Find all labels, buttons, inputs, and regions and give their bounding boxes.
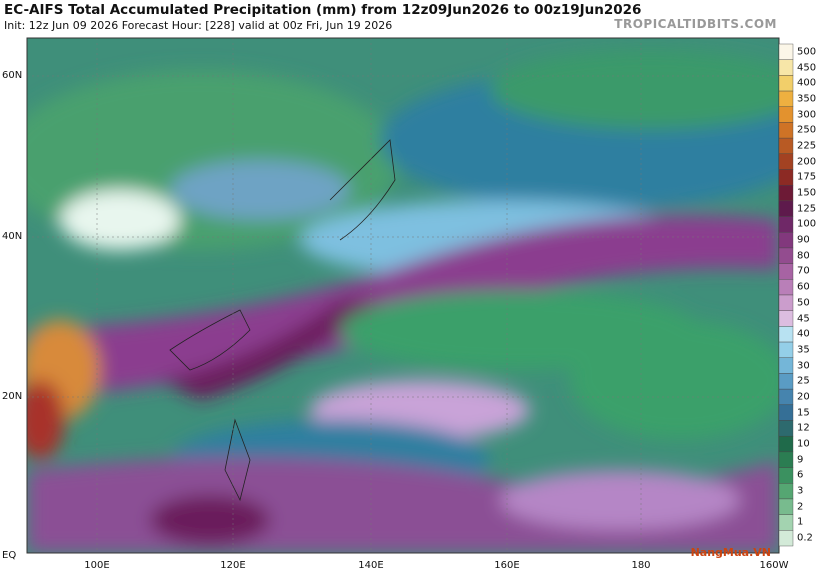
- lon-label: 180: [631, 560, 651, 571]
- colorbar-label: 350: [797, 93, 817, 105]
- colorbar-swatch: [778, 373, 794, 390]
- colorbar-swatch: [778, 294, 794, 311]
- colorbar-label: 200: [797, 156, 817, 168]
- colorbar-swatch: [778, 451, 794, 468]
- colorbar-swatch: [778, 341, 794, 358]
- colorbar-label: 80: [797, 250, 810, 262]
- colorbar-label: 1: [797, 516, 804, 528]
- colorbar-swatch: [778, 200, 794, 217]
- colorbar-swatch: [778, 404, 794, 421]
- colorbar-swatch: [778, 137, 794, 155]
- lon-label: 160W: [759, 560, 789, 571]
- lat-label: EQ: [2, 550, 17, 561]
- colorbar-label: 175: [797, 171, 817, 183]
- colorbar-swatch: [778, 216, 794, 233]
- colorbar-label: 2: [797, 501, 804, 513]
- colorbar-swatch: [778, 75, 794, 92]
- colorbar-label: 45: [797, 313, 810, 325]
- colorbar-label: 90: [797, 234, 810, 246]
- brand: TROPICALTIDBITS.COM: [614, 17, 777, 31]
- colorbar-label: 450: [797, 62, 817, 74]
- colorbar-swatch: [778, 184, 794, 202]
- colorbar-swatch: [778, 247, 794, 264]
- colorbar-label: 3: [797, 485, 804, 497]
- lat-label: 60N: [2, 70, 23, 81]
- colorbar-swatch: [778, 530, 794, 547]
- colorbar-swatch: [778, 232, 794, 249]
- colorbar-swatch: [778, 122, 794, 139]
- colorbar-label: 60: [797, 281, 810, 293]
- colorbar-swatch: [778, 310, 794, 327]
- colorbar-label: 100: [797, 218, 817, 230]
- colorbar-swatch: [778, 467, 794, 484]
- colorbar-swatch: [778, 435, 794, 453]
- colorbar-swatch: [778, 106, 794, 123]
- lon-label: 160E: [494, 560, 520, 571]
- lon-label: 140E: [358, 560, 384, 571]
- colorbar-label: 25: [797, 375, 810, 387]
- colorbar-label: 225: [797, 140, 817, 152]
- colorbar-label: 250: [797, 124, 817, 136]
- colorbar-swatch: [778, 59, 794, 76]
- colorbar-label: 6: [797, 469, 804, 481]
- colorbar-swatch: [778, 498, 794, 515]
- colorbar-label: 300: [797, 109, 817, 121]
- colorbar-swatch: [778, 326, 794, 343]
- colorbar-label: 50: [797, 297, 810, 309]
- colorbar-label: 400: [797, 77, 817, 89]
- colorbar-label: 40: [797, 328, 810, 340]
- colorbar-label: 12: [797, 422, 810, 434]
- colorbar: [778, 43, 794, 547]
- colorbar-swatch: [778, 388, 794, 406]
- watermark: NangMua.VN: [690, 546, 771, 559]
- colorbar-label: 500: [797, 46, 817, 58]
- subtitle: Init: 12z Jun 09 2026 Forecast Hour: [22…: [4, 19, 393, 32]
- lat-label: 20N: [2, 391, 23, 402]
- colorbar-label: 70: [797, 265, 810, 277]
- lat-label: 40N: [2, 231, 23, 242]
- colorbar-swatch: [778, 169, 794, 186]
- colorbar-label: 125: [797, 203, 817, 215]
- colorbar-swatch: [778, 483, 794, 500]
- colorbar-label: 10: [797, 438, 810, 450]
- lon-label: 100E: [84, 560, 110, 571]
- colorbar-label: 35: [797, 344, 810, 356]
- colorbar-swatch: [778, 514, 794, 531]
- colorbar-label: 9: [797, 454, 804, 466]
- colorbar-swatch: [778, 90, 794, 107]
- colorbar-swatch: [778, 153, 794, 170]
- colorbar-swatch: [778, 43, 794, 60]
- colorbar-swatch: [778, 279, 794, 296]
- colorbar-label: 30: [797, 360, 810, 372]
- lon-label: 120E: [220, 560, 246, 571]
- colorbar-label: 0.2: [797, 532, 813, 544]
- colorbar-swatch: [778, 263, 794, 280]
- title: EC-AIFS Total Accumulated Precipitation …: [4, 2, 642, 18]
- precip-field: [27, 38, 779, 553]
- colorbar-label: 150: [797, 187, 817, 199]
- colorbar-label: 20: [797, 391, 810, 403]
- colorbar-label: 15: [797, 407, 810, 419]
- colorbar-swatch: [778, 357, 794, 374]
- colorbar-swatch: [778, 420, 794, 437]
